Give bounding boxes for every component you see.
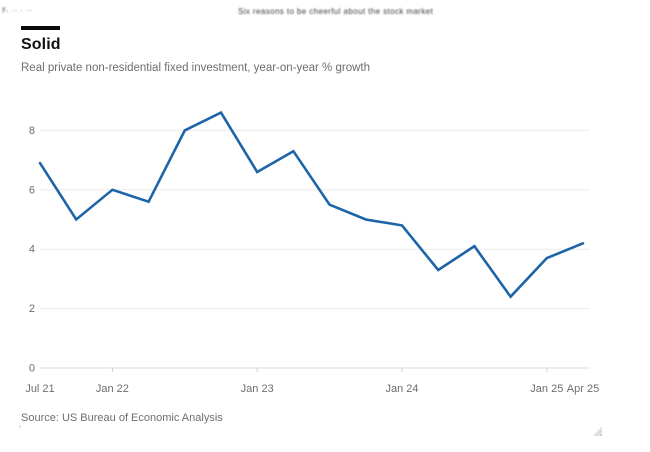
x-tick-label-Jan-25: Jan 25 [530, 383, 563, 395]
title-tag-bar [21, 26, 60, 30]
chart-title: Solid [21, 36, 61, 53]
data-line-series [38, 110, 585, 299]
line-chart-plot: 0 2 4 6 8 Jul 21 Jan 22 Jan 23 Jan 24 Jan 25 Apr 2… [25, 110, 599, 395]
resize-handle-icon[interactable] [591, 426, 603, 437]
y-tick-label-2: 2 [29, 303, 35, 315]
y-tick-label-4: 4 [29, 244, 35, 256]
y-tick-label-8: 8 [29, 125, 35, 137]
y-tick-label-0: 0 [29, 363, 35, 375]
x-tick-label-Jan-24: Jan 24 [385, 383, 418, 395]
cropped-text-left: y, .. . .. [2, 6, 33, 13]
x-tick-label-Jul-21: Jul 21 [25, 383, 54, 395]
x-tick-label-Jan-22: Jan 22 [96, 383, 129, 395]
chart-subtitle: Real private non-residential fixed inves… [21, 62, 370, 74]
y-tick-label-6: 6 [29, 184, 35, 196]
cropped-text-center: Six reasons to be cheerful about the sto… [238, 7, 434, 16]
source-note: Source: US Bureau of Economic Analysis [21, 412, 223, 424]
x-tick-label-Jan-23: Jan 23 [241, 383, 274, 395]
x-tick-label-Apr-25: Apr 25 [567, 383, 599, 395]
stray-artifact: ' [19, 424, 21, 434]
